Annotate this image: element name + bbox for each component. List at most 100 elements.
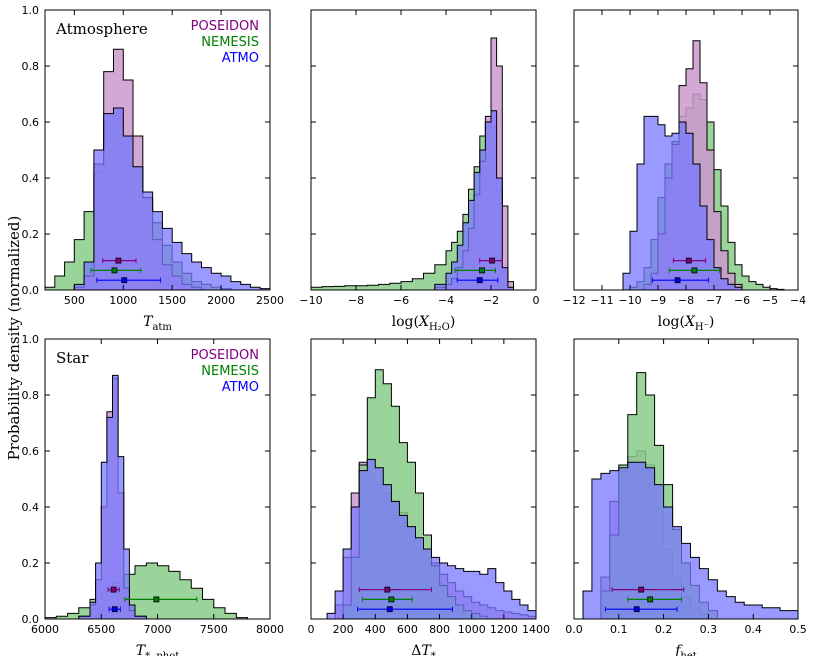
x-tick-label: 0.3 <box>700 623 718 636</box>
legend-poseidon: POSEIDON <box>191 19 259 34</box>
x-tick-label: 0 <box>533 294 540 307</box>
y-tick-label: 0.8 <box>22 60 40 73</box>
errorbar-poseidon-tatm <box>102 257 137 264</box>
axes-frame <box>310 9 537 291</box>
x-axis-label: fhet <box>674 643 697 656</box>
x-tick-label: 1400 <box>522 623 550 636</box>
panel-title: Atmosphere <box>55 20 148 38</box>
hist-atmo-fhet <box>582 461 798 619</box>
x-tick-label: −4 <box>438 294 454 307</box>
x-tick-label: −11 <box>590 294 613 307</box>
x-tick-label: 1000 <box>109 294 137 307</box>
y-tick-label: 1.0 <box>22 4 40 17</box>
histograms <box>311 37 514 290</box>
errorbar-poseidon-dtstar <box>358 586 433 593</box>
x-tick-label: −6 <box>734 294 750 307</box>
errorbar-poseidon-hminus <box>672 257 707 264</box>
x-axis-label: log(XH⁻) <box>658 314 715 333</box>
x-tick-label: 0 <box>308 623 315 636</box>
x-tick-label: 6500 <box>87 623 115 636</box>
panel-h2o: −10 −8 −6 −4 −2 0 log(XH₂O) <box>299 9 540 333</box>
x-tick-label: 2500 <box>256 294 284 307</box>
x-axis-label: Tatm <box>143 314 172 333</box>
errorbar-nemesis-hminus <box>668 267 721 274</box>
panel-tatm: 500 1000 1500 2000 2500 0.0 0.2 0.4 0.6 0.8 1.0 Tat… <box>22 4 285 333</box>
x-tick-label: 1200 <box>490 623 518 636</box>
y-tick-label: 0.4 <box>22 172 40 185</box>
histograms <box>582 372 798 619</box>
x-tick-label: 0.1 <box>610 623 628 636</box>
y-tick-label: 0.0 <box>22 284 40 297</box>
y-ticks <box>574 338 798 620</box>
errorbar-atmo-tatm <box>96 277 161 284</box>
panel-hminus: −12 −11 −10 −9 −8 −7 −6 −5 −4 log(XH⁻) <box>562 9 806 333</box>
axes-frame <box>44 9 271 291</box>
errorbar-poseidon-h2o <box>479 257 503 264</box>
errorbar-nemesis-fhet <box>627 596 683 603</box>
x-tick-label: −2 <box>483 294 499 307</box>
axes-frame <box>573 338 799 620</box>
panel-dtstar: 0 200 400 600 800 1000 1200 1400 ΔT* <box>308 338 550 656</box>
errorbar-atmo-tphot <box>108 606 121 613</box>
y-ticks <box>574 9 798 291</box>
legend-poseidon: POSEIDON <box>191 348 259 363</box>
x-axis-label: T*, phot <box>136 643 180 656</box>
x-tick-label: 500 <box>64 294 85 307</box>
x-tick-label: 1000 <box>458 623 486 636</box>
legend-atmo: ATMO <box>222 51 259 66</box>
x-tick-label: −10 <box>618 294 641 307</box>
panel-fhet: 0.0 0.1 0.2 0.3 0.4 0.5 fhet <box>565 338 807 656</box>
x-tick-label: −9 <box>650 294 666 307</box>
errorbar-nemesis-tatm <box>90 267 142 274</box>
errorbar-nemesis-h2o <box>454 267 496 274</box>
y-ticks: 0.0 0.2 0.4 0.6 0.8 1.0 <box>22 4 270 297</box>
x-tick-label: 0.2 <box>655 623 673 636</box>
axes-frame <box>310 338 537 620</box>
x-tick-label: 7500 <box>200 623 228 636</box>
x-tick-label: 0.5 <box>789 623 807 636</box>
y-tick-label: 0.8 <box>22 389 40 402</box>
hist-atmo-tatm <box>73 107 270 290</box>
histograms <box>45 48 270 290</box>
x-ticks: −12 −11 −10 −9 −8 −7 −6 −5 −4 <box>562 10 806 307</box>
x-tick-label: −10 <box>299 294 322 307</box>
x-tick-label: −7 <box>706 294 722 307</box>
x-ticks: 0.0 0.1 0.2 0.3 0.4 0.5 <box>565 339 807 636</box>
y-tick-label: 1.0 <box>22 333 40 346</box>
x-ticks: 500 1000 1500 2000 2500 <box>64 10 284 307</box>
x-tick-label: 200 <box>333 623 354 636</box>
histograms <box>45 374 248 619</box>
x-axis-label: log(XH₂O) <box>392 314 456 333</box>
x-tick-label: 0.0 <box>565 623 583 636</box>
x-tick-label: 600 <box>397 623 418 636</box>
x-tick-label: 1500 <box>158 294 186 307</box>
x-tick-label: 2000 <box>207 294 235 307</box>
x-tick-label: 400 <box>365 623 386 636</box>
x-tick-label: −8 <box>678 294 694 307</box>
errorbar-atmo-h2o <box>456 277 499 284</box>
x-tick-label: −4 <box>790 294 806 307</box>
x-tick-label: −12 <box>562 294 585 307</box>
errorbar-nemesis-tphot <box>124 596 198 603</box>
x-tick-label: −6 <box>393 294 409 307</box>
x-tick-label: 6000 <box>31 623 59 636</box>
x-tick-label: 0.4 <box>744 623 762 636</box>
x-tick-label: 800 <box>429 623 450 636</box>
legend-atmo: ATMO <box>222 380 259 395</box>
x-tick-label: 7000 <box>144 623 172 636</box>
histograms <box>622 40 785 290</box>
x-tick-label: 8000 <box>256 623 284 636</box>
y-tick-label: 0.6 <box>22 116 40 129</box>
y-tick-label: 0.2 <box>22 228 40 241</box>
hist-atmo-hminus <box>622 115 743 290</box>
errorbar-nemesis-dtstar <box>361 596 413 603</box>
y-tick-label: 0.0 <box>22 613 40 626</box>
errorbar-poseidon-tphot <box>107 586 120 593</box>
y-tick-label: 0.4 <box>22 501 40 514</box>
x-tick-label: −8 <box>348 294 364 307</box>
x-ticks: −10 −8 −6 −4 −2 0 <box>299 10 540 307</box>
errorbar-poseidon-fhet <box>611 586 685 593</box>
hist-atmo-tphot <box>78 374 147 619</box>
hist-nemesis-tphot <box>45 562 248 619</box>
hist-atmo-dtstar <box>326 458 536 619</box>
